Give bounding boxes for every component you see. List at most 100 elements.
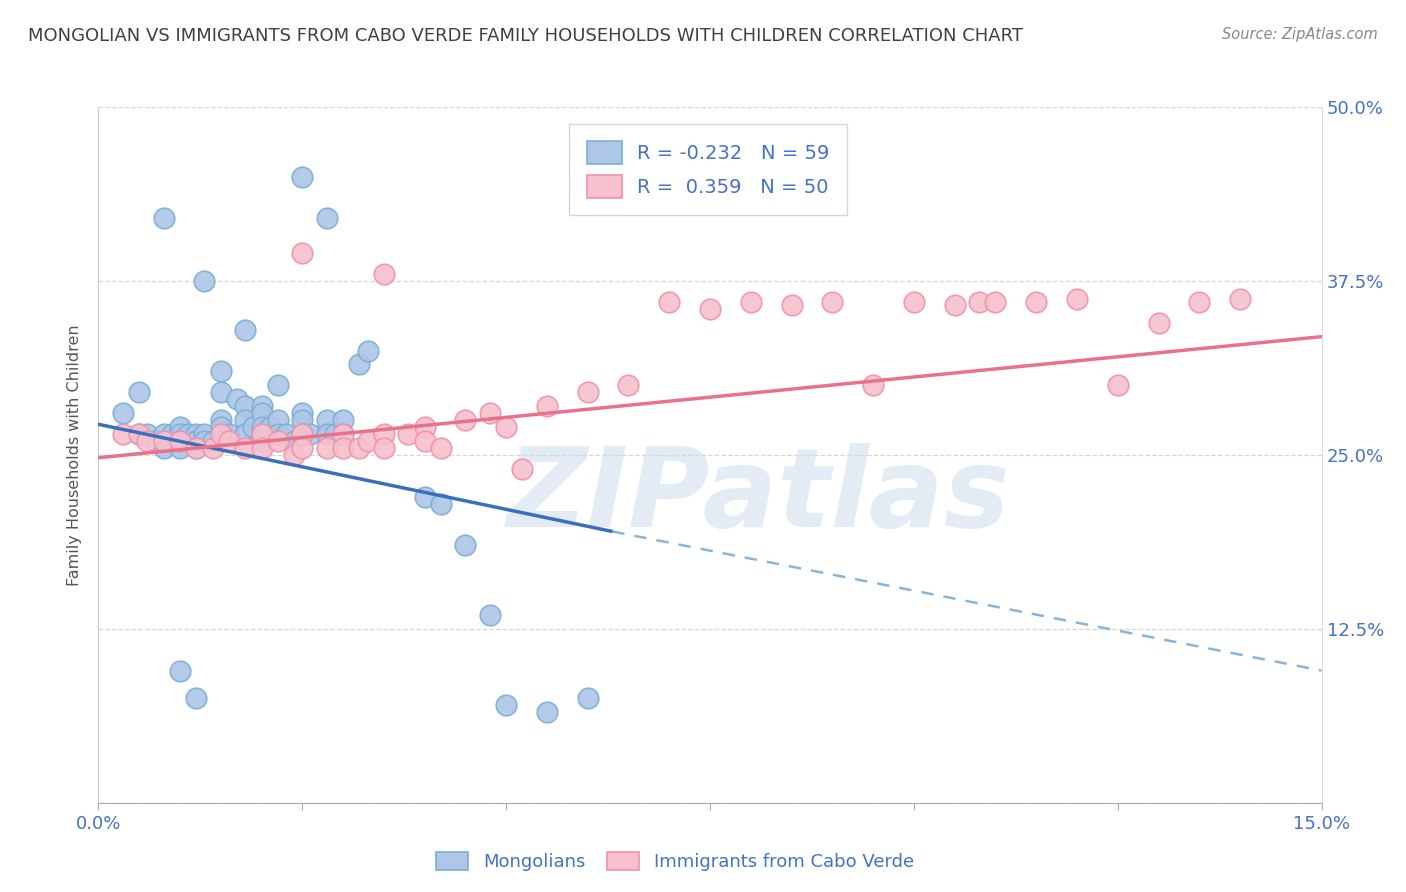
Point: [967, 294, 990, 309]
Point: [356, 343, 378, 358]
Point: [332, 427, 354, 442]
Point: [267, 413, 290, 427]
Point: [283, 448, 305, 462]
Point: [1229, 292, 1251, 306]
Point: [780, 298, 803, 312]
Point: [250, 427, 273, 442]
Point: [193, 274, 215, 288]
Point: [233, 323, 256, 337]
Point: [291, 413, 314, 427]
Point: [128, 385, 150, 400]
Legend: Mongolians, Immigrants from Cabo Verde: Mongolians, Immigrants from Cabo Verde: [429, 845, 921, 879]
Point: [152, 434, 174, 448]
Y-axis label: Family Households with Children: Family Households with Children: [67, 324, 83, 586]
Point: [233, 413, 256, 427]
Point: [332, 413, 354, 427]
Point: [373, 427, 395, 442]
Point: [430, 497, 453, 511]
Point: [136, 427, 159, 442]
Point: [1107, 378, 1129, 392]
Point: [1066, 292, 1088, 306]
Point: [1147, 316, 1170, 330]
Point: [274, 427, 297, 442]
Point: [349, 441, 371, 455]
Point: [267, 378, 290, 392]
Point: [201, 441, 224, 455]
Point: [193, 427, 215, 442]
Point: [186, 691, 208, 706]
Point: [250, 441, 273, 455]
Point: [658, 294, 681, 309]
Point: [136, 434, 159, 448]
Point: [242, 420, 264, 434]
Point: [903, 294, 925, 309]
Point: [576, 691, 599, 706]
Point: [209, 420, 232, 434]
Point: [226, 392, 249, 407]
Point: [186, 434, 208, 448]
Point: [413, 434, 436, 448]
Point: [259, 420, 281, 434]
Point: [169, 427, 191, 442]
Point: [396, 427, 419, 442]
Point: [250, 399, 273, 413]
Point: [315, 441, 337, 455]
Point: [169, 441, 191, 455]
Point: [186, 441, 208, 455]
Point: [413, 420, 436, 434]
Point: [332, 427, 354, 442]
Point: [430, 441, 453, 455]
Point: [299, 427, 322, 442]
Point: [413, 490, 436, 504]
Point: [209, 364, 232, 378]
Point: [1188, 294, 1211, 309]
Point: [862, 378, 884, 392]
Point: [218, 427, 240, 442]
Point: [169, 420, 191, 434]
Point: [233, 441, 256, 455]
Point: [169, 434, 191, 448]
Point: [349, 358, 371, 372]
Point: [478, 406, 501, 420]
Point: [495, 698, 517, 713]
Point: [169, 664, 191, 678]
Point: [536, 399, 558, 413]
Point: [152, 211, 174, 226]
Point: [201, 434, 224, 448]
Point: [699, 301, 721, 316]
Point: [495, 420, 517, 434]
Point: [536, 706, 558, 720]
Point: [291, 169, 314, 184]
Point: [111, 427, 134, 442]
Point: [233, 427, 256, 442]
Legend: R = -0.232   N = 59, R =  0.359   N = 50: R = -0.232 N = 59, R = 0.359 N = 50: [569, 124, 846, 215]
Point: [250, 406, 273, 420]
Point: [209, 427, 232, 442]
Point: [267, 434, 290, 448]
Point: [315, 427, 337, 442]
Point: [576, 385, 599, 400]
Point: [250, 420, 273, 434]
Point: [283, 434, 305, 448]
Point: [478, 607, 501, 622]
Point: [186, 441, 208, 455]
Point: [233, 399, 256, 413]
Point: [315, 211, 337, 226]
Point: [250, 434, 273, 448]
Point: [128, 427, 150, 442]
Point: [454, 538, 477, 552]
Point: [323, 427, 346, 442]
Point: [943, 298, 966, 312]
Point: [267, 427, 290, 442]
Point: [984, 294, 1007, 309]
Point: [356, 434, 378, 448]
Point: [291, 406, 314, 420]
Point: [1025, 294, 1047, 309]
Point: [160, 427, 183, 442]
Point: [740, 294, 762, 309]
Point: [128, 427, 150, 442]
Point: [145, 434, 167, 448]
Point: [332, 441, 354, 455]
Point: [152, 434, 174, 448]
Point: [111, 406, 134, 420]
